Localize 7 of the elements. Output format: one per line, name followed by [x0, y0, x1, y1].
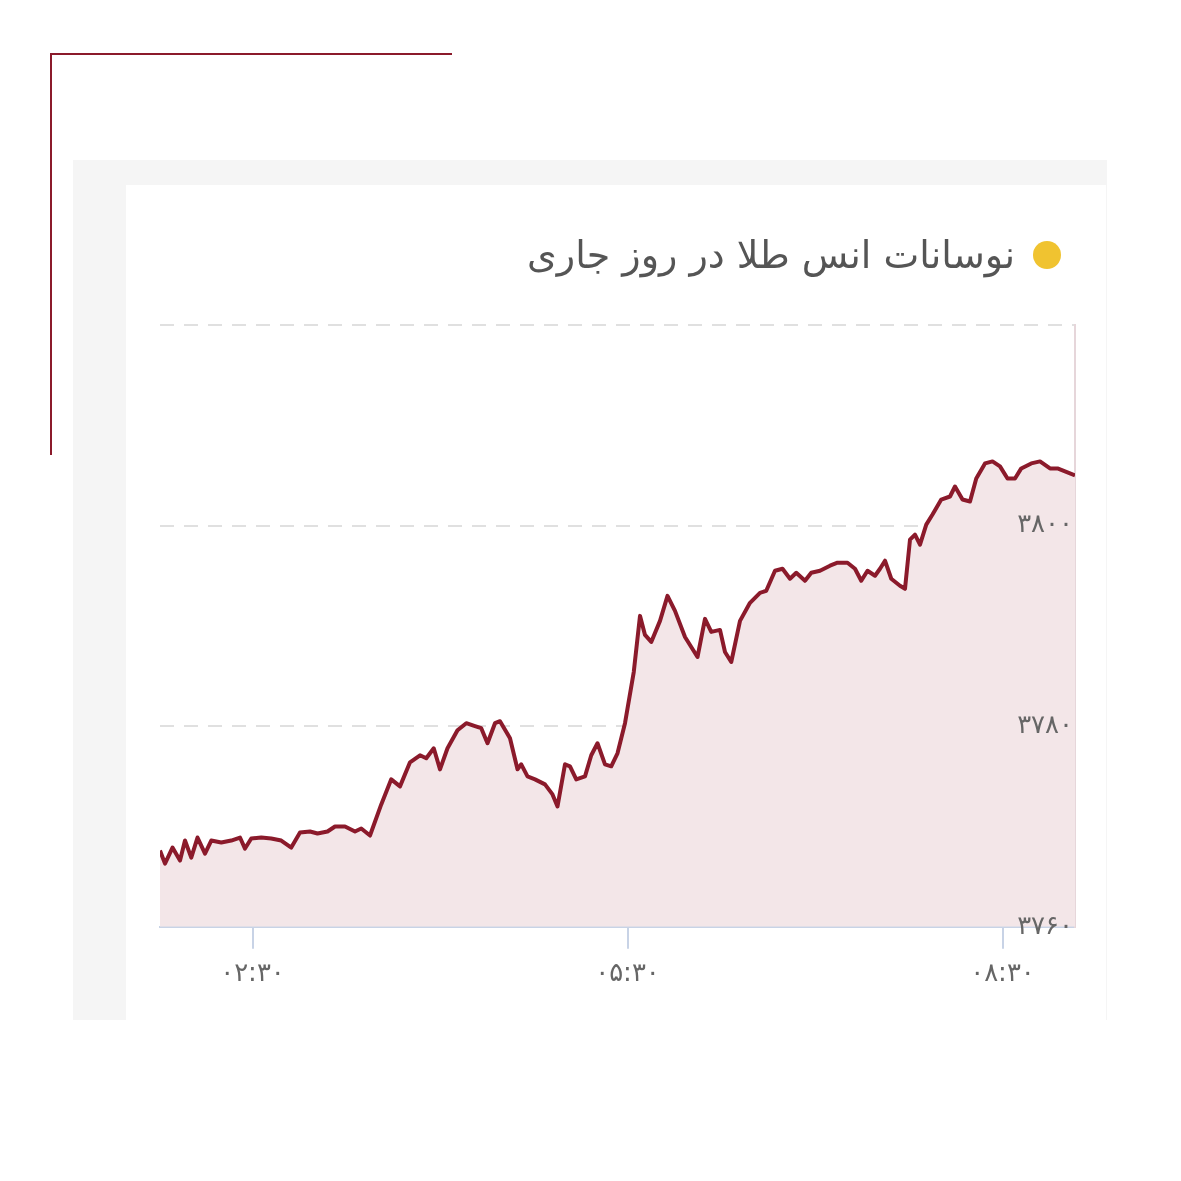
x-tick-label: ۰۲:۳۰	[220, 957, 285, 988]
x-tick-label: ۰۵:۳۰	[595, 957, 660, 988]
y-tick-label: ۳۷۶۰	[1017, 909, 1073, 940]
y-tick-label: ۳۷۸۰	[1017, 708, 1073, 739]
x-tick-label: ۰۸:۳۰	[970, 957, 1035, 988]
y-tick-label: ۳۸۰۰	[1017, 508, 1073, 539]
chart-title: نوسانات انس طلا در روز جاری	[527, 233, 1015, 277]
